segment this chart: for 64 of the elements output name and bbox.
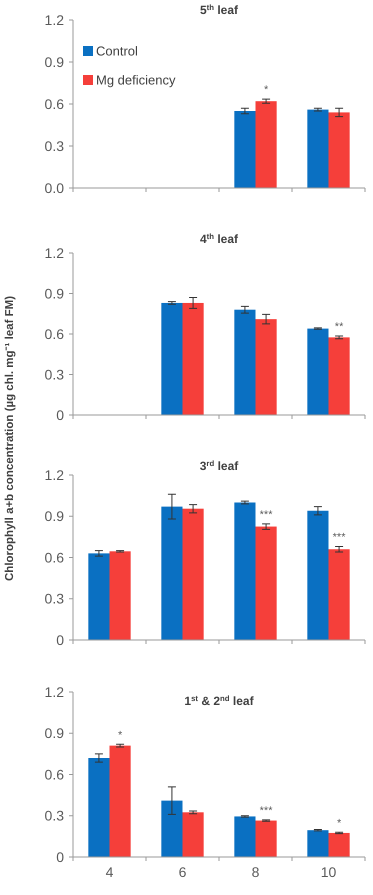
bar bbox=[234, 502, 256, 640]
y-tick-label: 0.9 bbox=[44, 285, 64, 302]
bar bbox=[307, 110, 328, 188]
annotation: ** bbox=[334, 321, 344, 334]
annotation: * bbox=[336, 817, 342, 830]
bar bbox=[307, 328, 328, 415]
bar bbox=[182, 812, 204, 857]
bar bbox=[161, 800, 182, 857]
bar bbox=[234, 310, 256, 415]
bar bbox=[256, 526, 277, 640]
bar bbox=[234, 111, 256, 188]
chart-title: 4$^{th}$ leaf bbox=[200, 232, 240, 246]
chart-title: 3$^{rd}$ leaf bbox=[200, 458, 240, 473]
y-tick-label: 1.2 bbox=[44, 684, 64, 700]
bar bbox=[256, 319, 277, 415]
y-tick-label: 1.2 bbox=[44, 466, 64, 483]
y-axis-title: Chlorophyll a+b concentration (µg chl. mg⁻¹ leaf FM) bbox=[4, 296, 16, 582]
bar bbox=[182, 302, 204, 415]
y-tick-label: 1.2 bbox=[44, 12, 64, 28]
bar bbox=[256, 101, 277, 188]
y-tick-label: 0.3 bbox=[44, 138, 64, 154]
bar bbox=[161, 302, 182, 415]
chart-title: 5$^{th}$ leaf bbox=[200, 2, 240, 17]
x-tick-label: 8 bbox=[252, 864, 260, 880]
bar bbox=[88, 758, 110, 857]
bar bbox=[328, 337, 350, 415]
x-tick-label: 4 bbox=[106, 864, 114, 880]
annotation: * bbox=[118, 729, 123, 742]
bar bbox=[307, 510, 328, 640]
legend-label: Control bbox=[96, 44, 138, 59]
y-tick-label: 1.2 bbox=[44, 244, 64, 261]
x-tick-label: 6 bbox=[178, 864, 187, 880]
bar bbox=[328, 832, 350, 857]
bar bbox=[110, 746, 131, 857]
y-tick-label: 0.0 bbox=[44, 180, 64, 196]
bar bbox=[328, 549, 350, 640]
annotation: *** bbox=[332, 532, 346, 544]
bar bbox=[110, 551, 131, 640]
x-tick-label: 10 bbox=[320, 864, 336, 880]
bar bbox=[182, 508, 204, 640]
bar bbox=[307, 830, 328, 857]
y-tick-label: 0.3 bbox=[44, 808, 64, 824]
y-tick-label: 0.6 bbox=[44, 326, 64, 342]
bar bbox=[234, 816, 256, 857]
y-tick-label: 0.6 bbox=[44, 766, 64, 782]
legend-label: Mg deficiency bbox=[96, 72, 176, 88]
y-tick-label: 0.3 bbox=[44, 590, 64, 607]
annotation: * bbox=[264, 84, 269, 96]
chart-title: 1$^{st}$ & 2$^{nd}$ leaf bbox=[184, 694, 255, 708]
y-tick-label: 0 bbox=[56, 848, 64, 865]
annotation: *** bbox=[260, 804, 274, 817]
y-tick-label: 0.9 bbox=[44, 54, 64, 70]
annotation: *** bbox=[260, 508, 274, 521]
y-tick-label: 0.3 bbox=[44, 366, 64, 382]
y-tick-label: 0.6 bbox=[44, 549, 64, 566]
bar bbox=[256, 820, 277, 857]
bar bbox=[161, 506, 182, 640]
y-tick-label: 0 bbox=[56, 632, 64, 648]
y-tick-label: 0.6 bbox=[44, 96, 64, 112]
y-tick-label: 0 bbox=[56, 406, 64, 423]
bar bbox=[88, 553, 110, 640]
y-tick-label: 0.9 bbox=[44, 725, 64, 742]
bar bbox=[328, 112, 350, 188]
y-tick-label: 0.9 bbox=[44, 508, 64, 524]
